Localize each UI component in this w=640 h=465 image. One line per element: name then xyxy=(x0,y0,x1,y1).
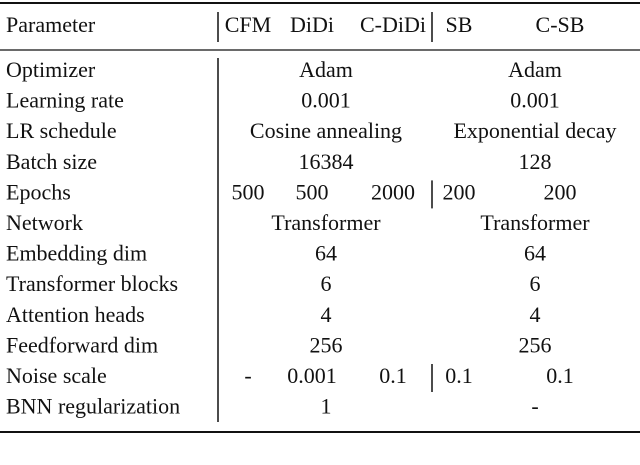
row-label: BNN regularization xyxy=(6,394,180,419)
cell: 0.1 xyxy=(445,363,473,388)
cell: 256 xyxy=(310,332,343,357)
cell: - xyxy=(244,363,251,388)
cell: 64 xyxy=(315,241,337,266)
cell: 6 xyxy=(321,271,332,296)
cell: 16384 xyxy=(299,149,354,174)
cell: 4 xyxy=(321,302,332,327)
cell: 0.001 xyxy=(301,88,351,113)
row-label: Transformer blocks xyxy=(6,271,178,296)
cell: Cosine annealing xyxy=(250,118,402,143)
cell: Adam xyxy=(508,57,562,82)
row-label: Batch size xyxy=(6,149,97,174)
header-cell: DiDi xyxy=(290,12,334,37)
cell: Transformer xyxy=(480,210,590,235)
cell: 200 xyxy=(544,179,577,204)
row-label: Feedforward dim xyxy=(6,332,158,357)
header-cell: CFM xyxy=(225,12,271,37)
header-cell: Parameter xyxy=(6,12,96,37)
cell: 1 xyxy=(321,394,332,419)
row-label: Learning rate xyxy=(6,88,124,113)
header-cell: SB xyxy=(446,12,473,37)
header-cell: C-DiDi xyxy=(360,12,426,37)
cell: Exponential decay xyxy=(453,118,616,143)
row-label: Epochs xyxy=(6,179,71,204)
cell: Adam xyxy=(299,57,353,82)
cell: 0.1 xyxy=(379,363,407,388)
cell: 6 xyxy=(530,271,541,296)
header-cell: C-SB xyxy=(536,12,585,37)
cell: 500 xyxy=(296,179,329,204)
row-label: Attention heads xyxy=(6,302,145,327)
cell: 128 xyxy=(519,149,552,174)
cell: 256 xyxy=(519,332,552,357)
cell: - xyxy=(531,394,538,419)
cell: Transformer xyxy=(271,210,381,235)
row-label: Embedding dim xyxy=(6,241,147,266)
row-label: Network xyxy=(6,210,83,235)
cell: 4 xyxy=(530,302,541,327)
row-label: Optimizer xyxy=(6,57,96,82)
cell: 200 xyxy=(443,179,476,204)
cell: 500 xyxy=(232,179,265,204)
row-label: Noise scale xyxy=(6,363,107,388)
cell: 2000 xyxy=(371,179,415,204)
cell: 0.1 xyxy=(546,363,574,388)
row-label: LR schedule xyxy=(6,118,117,143)
cell: 64 xyxy=(524,241,546,266)
cell: 0.001 xyxy=(510,88,560,113)
cell: 0.001 xyxy=(287,363,337,388)
